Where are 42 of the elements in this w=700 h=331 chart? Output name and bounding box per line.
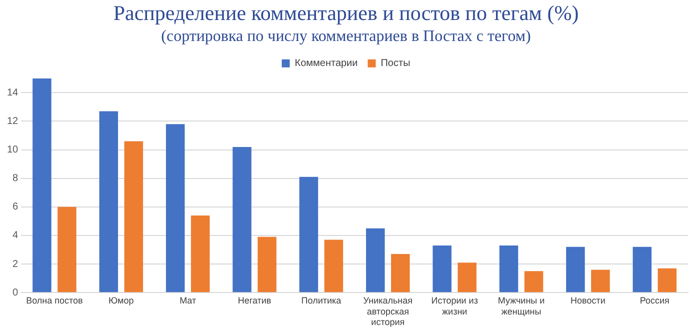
bar (632, 246, 652, 292)
x-tick-label: Политика (301, 295, 342, 306)
bar (32, 78, 52, 292)
bar (391, 254, 410, 292)
y-tick-label: 4 (12, 230, 19, 242)
bar (299, 176, 318, 292)
bar (324, 240, 344, 292)
x-tick-label: Негатив (238, 295, 272, 306)
bar (658, 268, 677, 292)
bar (432, 245, 452, 292)
bar (591, 270, 610, 292)
x-tick-label: Юмор (108, 295, 134, 306)
bar (232, 146, 252, 292)
x-tick-label: Мат (180, 295, 196, 306)
bar (258, 236, 276, 292)
legend-label: Комментарии (294, 58, 358, 70)
bar (124, 141, 144, 292)
bar (499, 245, 518, 292)
bar (58, 206, 76, 292)
y-tick-label: 2 (12, 258, 19, 270)
bar (166, 124, 185, 292)
x-tick-label: Волна постов (26, 295, 84, 306)
bar (524, 271, 544, 292)
y-tick-label: 10 (7, 144, 19, 156)
chart-title: Распределение комментариев и постов по тегам (%) (113, 1, 579, 26)
x-tick-label: Мужчины и женщины (498, 295, 545, 316)
y-tick-label: 12 (7, 116, 19, 127)
x-tick-label: Россия (640, 295, 670, 306)
y-tick-label: 0 (12, 287, 19, 298)
x-tick-label: Уникальная авторская история (363, 295, 413, 328)
chart-subtitle: (сортировка по числу комментариев в Постах с тегом) (161, 28, 531, 46)
x-tick-label: Новости (570, 295, 606, 306)
bar (190, 215, 210, 292)
bar (566, 246, 585, 292)
y-tick-label: 6 (12, 202, 19, 213)
y-tick-label: 8 (12, 173, 19, 184)
legend-label: Посты (380, 58, 410, 70)
y-tick-label: 14 (7, 87, 19, 98)
bar (366, 228, 385, 292)
bar (99, 111, 118, 292)
x-tick-label: Истории из жизни (431, 295, 478, 316)
bar (458, 262, 476, 292)
